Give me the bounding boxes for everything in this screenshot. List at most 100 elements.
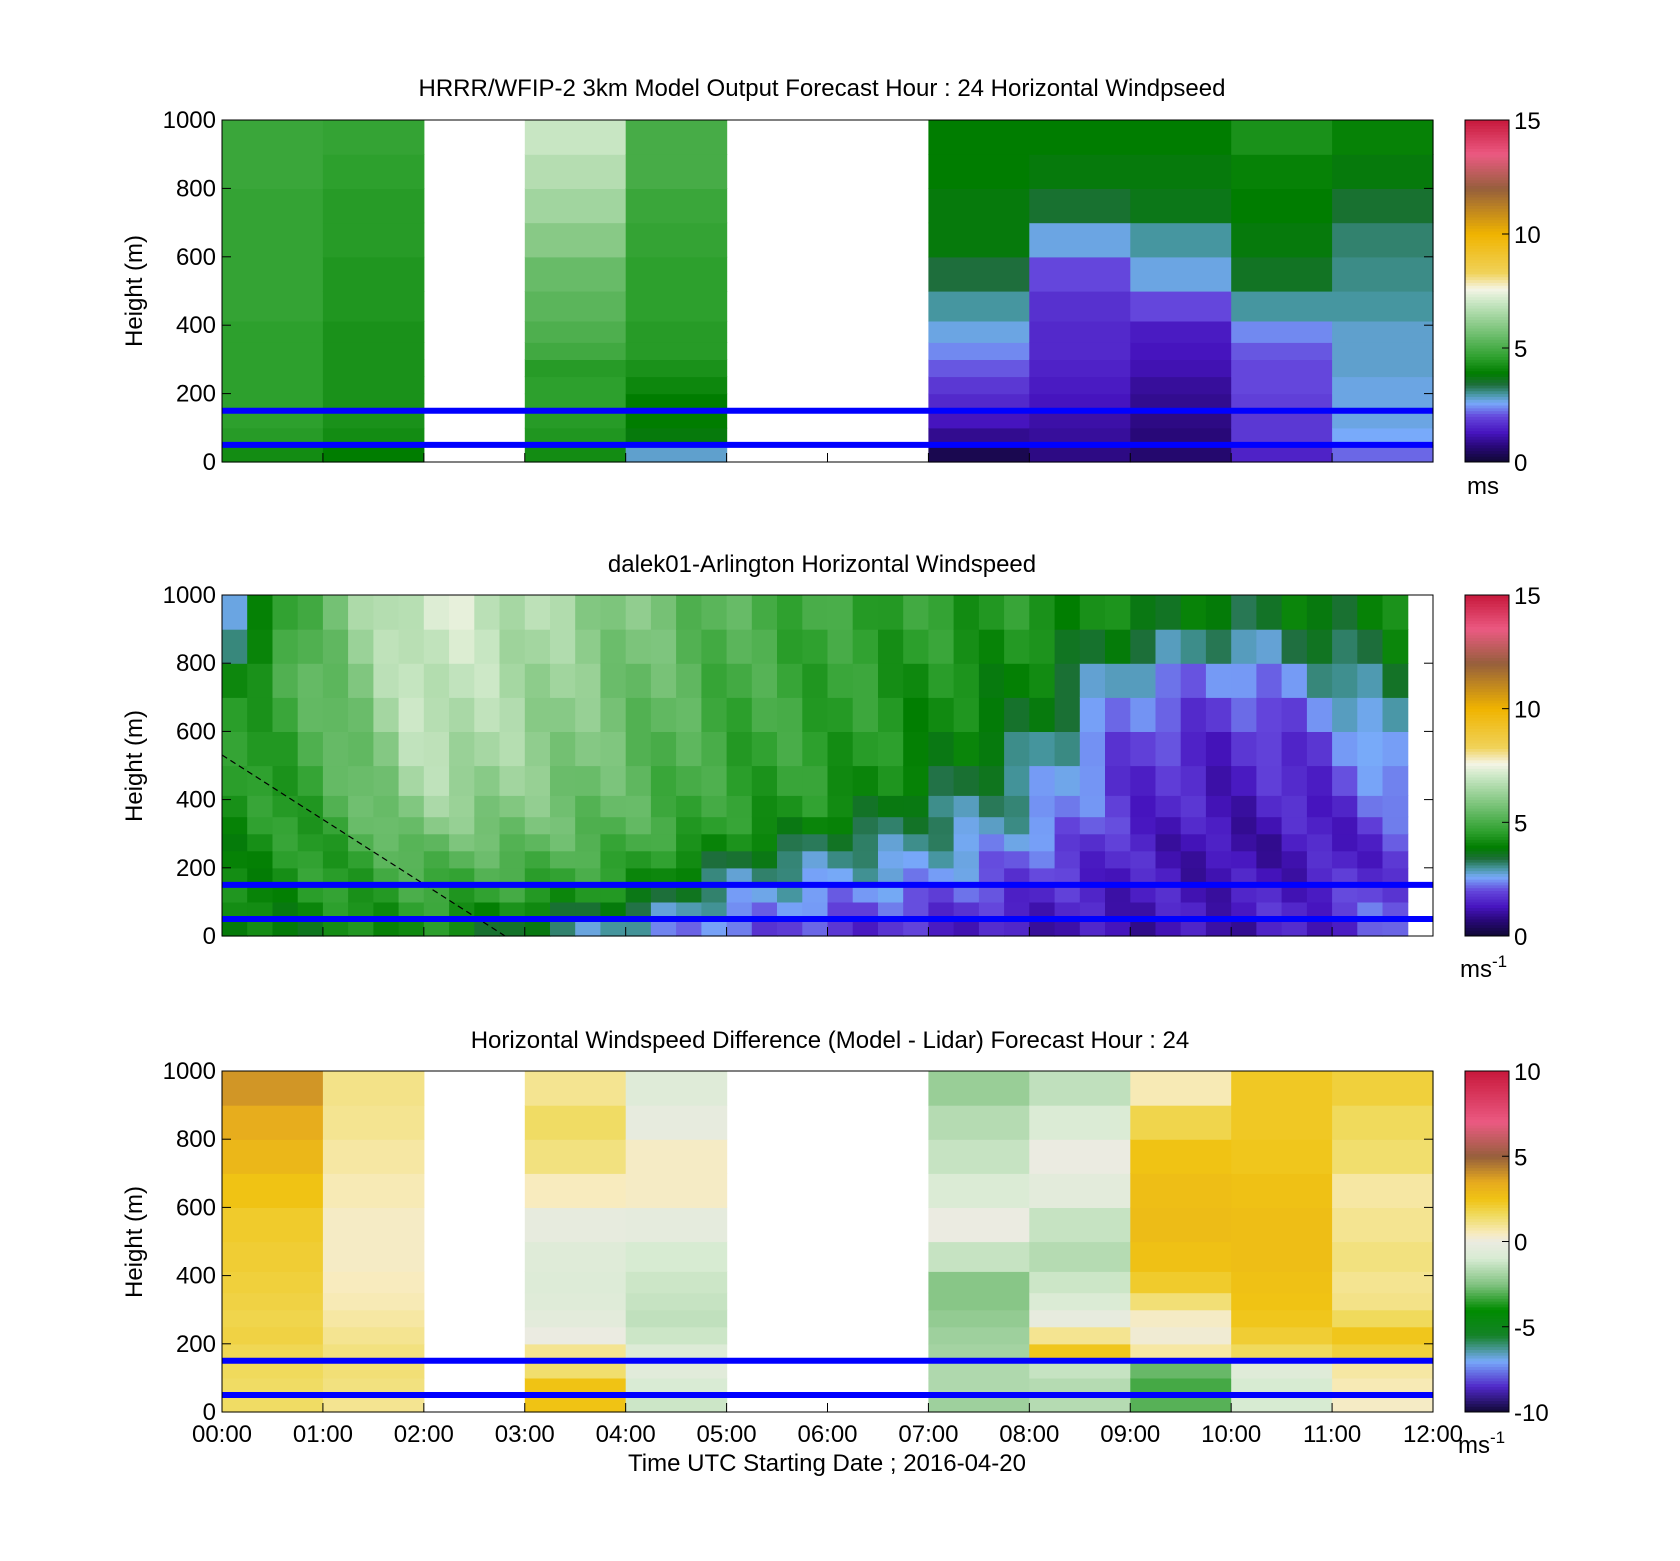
heatmap-cell xyxy=(1231,342,1333,360)
colorbar-segment xyxy=(1465,382,1509,386)
colorbar-segment xyxy=(1465,870,1509,874)
heatmap-cell xyxy=(247,795,273,818)
colorbar-tick-label: 15 xyxy=(1514,583,1541,610)
heatmap-cell xyxy=(222,1343,324,1362)
heatmap-cell xyxy=(1130,393,1232,412)
heatmap-cell xyxy=(1079,765,1106,796)
heatmap-cell xyxy=(575,833,601,852)
colorbar-segment xyxy=(1465,1346,1509,1350)
heatmap-cell xyxy=(928,427,1030,446)
heatmap-cell xyxy=(398,795,425,818)
colorbar-segment xyxy=(1465,1113,1509,1117)
panel-difference-ylabel: Height (m) xyxy=(121,1186,148,1298)
heatmap-cell xyxy=(247,867,273,886)
heatmap-cell xyxy=(222,919,248,937)
heatmap-cell xyxy=(928,629,955,664)
heatmap-cell xyxy=(247,816,273,835)
heatmap-cell xyxy=(903,663,929,698)
colorbar-segment xyxy=(1465,322,1509,326)
colorbar-segment xyxy=(1465,731,1509,735)
heatmap-cell xyxy=(222,816,248,835)
heatmap-cell xyxy=(474,595,501,630)
heatmap-cell xyxy=(777,595,803,630)
heatmap-cell xyxy=(903,884,929,903)
colorbar-segment xyxy=(1465,362,1509,366)
heatmap-cell xyxy=(1130,154,1232,189)
heatmap-cell xyxy=(1079,795,1106,818)
colorbar-segment xyxy=(1465,603,1509,607)
heatmap-cell xyxy=(625,1105,728,1140)
heatmap-cell xyxy=(903,850,929,869)
heatmap-cell xyxy=(928,795,955,818)
heatmap-cell xyxy=(524,765,551,796)
heatmap-cell xyxy=(524,884,551,903)
heatmap-cell xyxy=(423,867,450,886)
heatmap-cell xyxy=(1155,663,1182,698)
colorbar-segment xyxy=(1465,933,1509,937)
heatmap-cell xyxy=(1029,427,1131,446)
heatmap-cell xyxy=(550,919,576,937)
panel-lidar-colorbar-ticks: 0 5 10 15 xyxy=(1502,583,1541,951)
heatmap-cell xyxy=(701,663,728,698)
heatmap-cell xyxy=(701,765,728,796)
heatmap-cell xyxy=(575,663,601,698)
colorbar-tick-label: 5 xyxy=(1514,810,1527,837)
colorbar-segment xyxy=(1465,1196,1509,1200)
heatmap-cell xyxy=(247,697,273,732)
heatmap-cell xyxy=(1231,1207,1333,1243)
heatmap-cell xyxy=(1332,1377,1434,1396)
panel-difference-x-axis: 00:00 01:00 02:00 03:00 04:00 05:00 06:00 07:00… xyxy=(192,1403,1463,1448)
heatmap-cell xyxy=(272,816,299,835)
heatmap-cell xyxy=(1357,867,1384,886)
colorbar-segment xyxy=(1465,1119,1509,1123)
colorbar-tick-label: 10 xyxy=(1514,222,1541,249)
heatmap-cell xyxy=(373,765,400,796)
heatmap-cell xyxy=(1029,765,1056,796)
heatmap-cell xyxy=(726,795,753,818)
colorbar-segment xyxy=(1465,390,1509,395)
colorbar-segment xyxy=(1465,1187,1509,1191)
colorbar-segment xyxy=(1465,765,1509,769)
heatmap-cell xyxy=(978,731,1005,767)
heatmap-cell xyxy=(928,342,1030,360)
heatmap-cell xyxy=(1231,1139,1333,1174)
colorbar-segment xyxy=(1465,1093,1509,1098)
colorbar-segment xyxy=(1465,165,1509,169)
colorbar-segment xyxy=(1465,1130,1509,1135)
heatmap-cell xyxy=(1231,1241,1333,1272)
colorbar-segment xyxy=(1465,345,1509,349)
colorbar-tick-label: 10 xyxy=(1514,1059,1541,1086)
colorbar-segment xyxy=(1465,1178,1509,1183)
heatmap-cell xyxy=(1281,919,1308,937)
heatmap-cell xyxy=(524,427,627,446)
heatmap-cell xyxy=(1029,188,1131,224)
heatmap-cell xyxy=(1130,919,1157,937)
heatmap-cell xyxy=(1332,731,1358,767)
colorbar-segment xyxy=(1465,1173,1509,1177)
heatmap-cell xyxy=(247,731,273,767)
heatmap-cell xyxy=(348,595,374,630)
colorbar-segment xyxy=(1465,1159,1509,1163)
colorbar-segment xyxy=(1465,1161,1509,1166)
colorbar-segment xyxy=(1465,862,1509,866)
colorbar-segment xyxy=(1465,1142,1509,1146)
heatmap-cell xyxy=(499,795,526,818)
heatmap-cell xyxy=(1205,833,1232,852)
heatmap-cell xyxy=(978,816,1005,835)
heatmap-cell xyxy=(1029,1360,1131,1379)
heatmap-cell xyxy=(272,595,299,630)
colorbar-segment xyxy=(1465,447,1509,452)
panel-model-colorbar-ticks: 0 5 10 15 xyxy=(1502,108,1541,477)
colorbar-segment xyxy=(1465,1343,1509,1348)
heatmap-cell xyxy=(1130,1326,1232,1345)
colorbar-segment xyxy=(1465,1190,1509,1194)
heatmap-cell xyxy=(524,1395,627,1413)
colorbar-segment xyxy=(1465,671,1509,676)
heatmap-cell xyxy=(1155,629,1182,664)
colorbar-segment xyxy=(1465,1264,1509,1268)
heatmap-cell xyxy=(1205,901,1232,920)
colorbar-segment xyxy=(1465,179,1509,184)
heatmap-cell xyxy=(928,120,1030,155)
heatmap-cell xyxy=(1004,850,1030,869)
